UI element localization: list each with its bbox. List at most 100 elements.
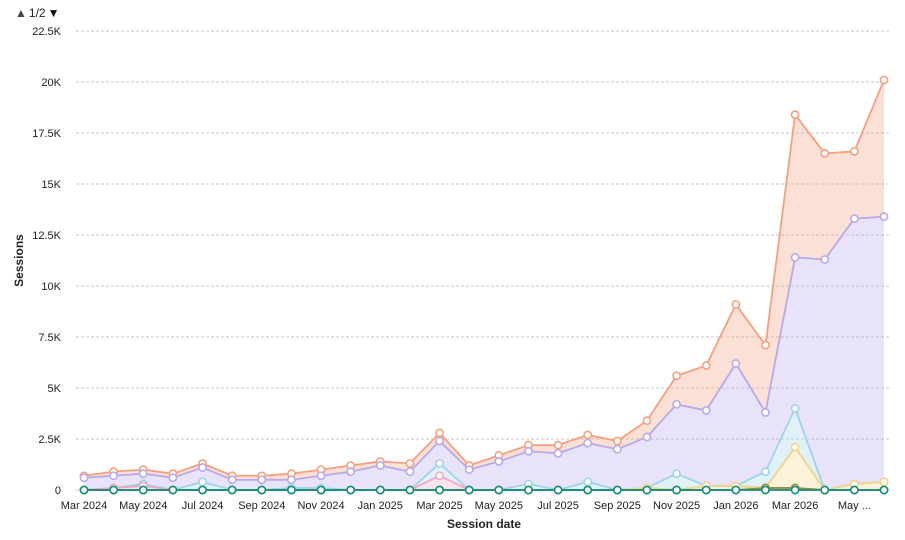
series-1-point[interactable] bbox=[553, 485, 563, 495]
series-6-point[interactable] bbox=[849, 214, 859, 224]
series-6-point[interactable] bbox=[316, 471, 326, 481]
x-tick-label: Jul 2024 bbox=[182, 500, 224, 512]
series-5-point[interactable] bbox=[761, 467, 770, 477]
series-1-point[interactable] bbox=[464, 485, 474, 495]
series-6-point[interactable] bbox=[494, 457, 504, 466]
series-1-point[interactable] bbox=[701, 485, 711, 495]
x-tick-label: May ... bbox=[838, 500, 871, 512]
series-7-point[interactable] bbox=[879, 75, 889, 85]
series-1-point[interactable] bbox=[287, 485, 296, 495]
series-7-point[interactable] bbox=[849, 146, 859, 156]
series-3-point[interactable] bbox=[879, 477, 889, 487]
series-6-point[interactable] bbox=[405, 467, 415, 477]
series-5-point[interactable] bbox=[583, 477, 593, 487]
series-5-point[interactable] bbox=[198, 477, 207, 487]
series-1-point[interactable] bbox=[346, 485, 356, 495]
series-1-point[interactable] bbox=[494, 485, 504, 495]
series-5-point[interactable] bbox=[672, 469, 681, 479]
series-6-point[interactable] bbox=[642, 432, 652, 442]
legend-pager: ▲ 1/2 ▼ bbox=[15, 6, 59, 20]
series-6-point[interactable] bbox=[761, 408, 770, 417]
series-7-point[interactable] bbox=[553, 440, 563, 450]
series-7-point[interactable] bbox=[731, 299, 741, 309]
series-7-point[interactable] bbox=[701, 361, 711, 370]
series-6-point[interactable] bbox=[672, 399, 681, 409]
series-6-point[interactable] bbox=[790, 253, 800, 262]
series-6-point[interactable] bbox=[879, 212, 889, 222]
series-7-point[interactable] bbox=[761, 340, 770, 350]
y-tick-label: 20K bbox=[41, 77, 61, 89]
series-1-point[interactable] bbox=[612, 485, 622, 495]
series-6-point[interactable] bbox=[820, 255, 830, 264]
series-5-point[interactable] bbox=[790, 403, 800, 413]
series-1-point[interactable] bbox=[109, 485, 119, 495]
series-6-point[interactable] bbox=[375, 461, 385, 470]
series-1-point[interactable] bbox=[642, 485, 652, 495]
legend-page-up-button[interactable]: ▲ bbox=[15, 6, 27, 20]
series-6-point[interactable] bbox=[583, 438, 593, 448]
series-1-point[interactable] bbox=[790, 485, 800, 495]
y-axis-ticks: 0 2.5K 5K 7.5K 10K 12.5K 15K 17.5K 20K 22.5K bbox=[32, 26, 61, 497]
series-6-line bbox=[83, 215, 885, 481]
series-6-point[interactable] bbox=[109, 471, 119, 481]
series-3-point[interactable] bbox=[790, 442, 800, 452]
series-7-point[interactable] bbox=[672, 371, 681, 381]
series-1-point[interactable] bbox=[879, 485, 889, 495]
series-6-point[interactable] bbox=[612, 444, 622, 454]
series-7-point[interactable] bbox=[435, 428, 444, 438]
series-7-point[interactable] bbox=[405, 459, 415, 468]
y-tick-label: 15K bbox=[41, 179, 61, 191]
x-tick-label: Nov 2025 bbox=[653, 500, 700, 512]
series-1-point[interactable] bbox=[198, 485, 207, 495]
y-tick-label: 7.5K bbox=[38, 332, 61, 344]
series-6-point[interactable] bbox=[168, 473, 178, 483]
series-1-point[interactable] bbox=[257, 485, 267, 495]
series-6-point[interactable] bbox=[435, 436, 444, 446]
x-tick-label: Mar 2024 bbox=[61, 500, 107, 512]
series-6-area bbox=[84, 216, 884, 490]
series-1-point[interactable] bbox=[375, 485, 385, 495]
series-6-point[interactable] bbox=[257, 475, 267, 485]
series-1-point[interactable] bbox=[227, 485, 237, 495]
series-5-point[interactable] bbox=[435, 459, 444, 468]
series-6-point[interactable] bbox=[346, 467, 356, 477]
series-7-point[interactable] bbox=[583, 430, 593, 440]
series-6-point[interactable] bbox=[138, 469, 148, 479]
series-6-point[interactable] bbox=[464, 465, 474, 474]
y-tick-label: 0 bbox=[55, 485, 61, 497]
series-6-point[interactable] bbox=[553, 448, 563, 458]
series-1-point[interactable] bbox=[672, 485, 681, 495]
series-1-point[interactable] bbox=[583, 485, 593, 495]
series-lines bbox=[83, 79, 885, 492]
x-tick-label: Nov 2024 bbox=[297, 500, 344, 512]
series-1-point[interactable] bbox=[316, 485, 326, 495]
series-1-point[interactable] bbox=[849, 485, 859, 495]
series-6-point[interactable] bbox=[524, 446, 533, 456]
series-6-point[interactable] bbox=[287, 475, 296, 485]
series-7-area bbox=[84, 79, 884, 480]
series-1-point[interactable] bbox=[731, 485, 741, 495]
legend-page-down-button[interactable]: ▼ bbox=[47, 6, 60, 20]
y-tick-label: 5K bbox=[48, 383, 62, 395]
series-7-point[interactable] bbox=[642, 416, 652, 426]
series-1-point[interactable] bbox=[761, 485, 770, 495]
series-1-point[interactable] bbox=[138, 485, 148, 495]
series-1-point[interactable] bbox=[79, 485, 89, 495]
series-7-point[interactable] bbox=[820, 148, 830, 158]
series-6-point[interactable] bbox=[731, 359, 741, 368]
series-1-point[interactable] bbox=[524, 485, 533, 495]
series-6-point[interactable] bbox=[79, 473, 89, 483]
series-7-point[interactable] bbox=[612, 436, 622, 446]
x-tick-label: Jan 2025 bbox=[358, 500, 403, 512]
series-1-point[interactable] bbox=[820, 485, 830, 495]
series-6-point[interactable] bbox=[198, 463, 207, 472]
x-axis-title: Session date bbox=[447, 517, 521, 531]
series-1-point[interactable] bbox=[168, 485, 178, 495]
series-4-point[interactable] bbox=[435, 471, 444, 481]
series-1-point[interactable] bbox=[435, 485, 444, 495]
series-1-point[interactable] bbox=[405, 485, 415, 495]
series-6-point[interactable] bbox=[227, 475, 237, 485]
series-6-point[interactable] bbox=[701, 406, 711, 415]
series-7-point[interactable] bbox=[790, 110, 800, 120]
